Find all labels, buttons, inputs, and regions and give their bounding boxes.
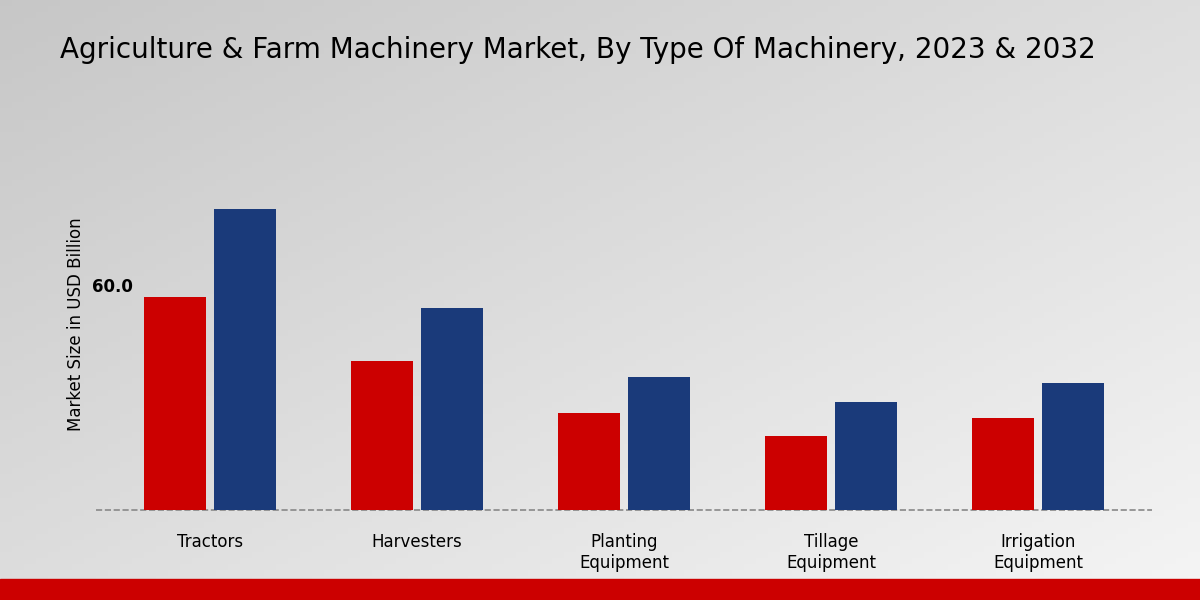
Bar [214,209,276,510]
Bar [628,377,690,510]
Bar [835,402,898,510]
Y-axis label: Market Size in USD Billion: Market Size in USD Billion [67,217,85,431]
Bar [972,418,1034,510]
Bar [558,413,620,510]
Text: Agriculture & Farm Machinery Market, By Type Of Machinery, 2023 & 2032: Agriculture & Farm Machinery Market, By … [60,36,1096,64]
Bar [764,436,827,510]
Bar [144,298,205,510]
Bar [421,308,484,510]
Text: 60.0: 60.0 [92,278,133,296]
Bar [350,361,413,510]
Bar [1043,383,1104,510]
